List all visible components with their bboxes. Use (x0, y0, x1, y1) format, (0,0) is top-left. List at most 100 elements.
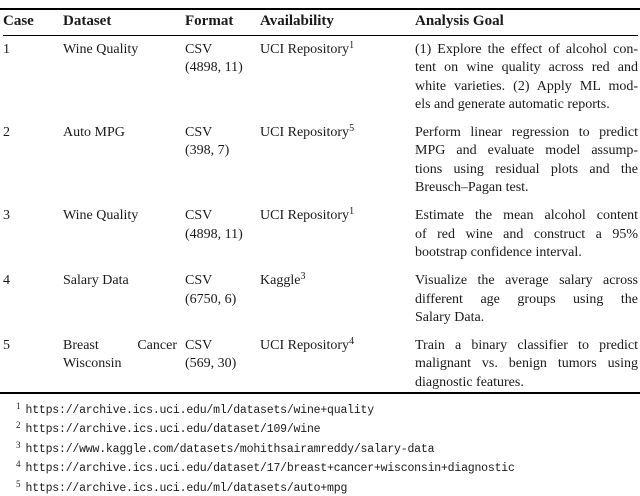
footnote-marker: 4 (349, 336, 355, 348)
cell-line: Wine Quality (63, 42, 139, 57)
dataset-cell: Wine Quality (63, 41, 185, 114)
availability-cell: UCI Repository1 (260, 41, 415, 114)
cell-line: Breast Cancer (63, 338, 177, 354)
case-cell: 1 (3, 42, 10, 57)
availability-cell: UCI Repository1 (260, 207, 415, 262)
table-row: 3 Wine Quality CSV (4898, 11) UCI Repository… (3, 207, 638, 272)
footnote-marker: 1 (349, 206, 355, 218)
footnote-url: https://www.kaggle.com/datasets/mohithsa… (25, 442, 435, 456)
footnote-number: 2 (16, 420, 21, 431)
footnote-url: https://archive.ics.uci.edu/dataset/17/b… (25, 462, 515, 476)
footnote: 3 https://www.kaggle.com/datasets/mohiths… (16, 438, 640, 457)
availability-cell: UCI Repository5 (260, 124, 415, 197)
footnote-number: 3 (16, 439, 21, 450)
availability-text: UCI Repository5 (260, 124, 415, 142)
cell-line: CSV (185, 42, 213, 57)
cell-line: Salary Data (63, 273, 129, 289)
availability-source: Kaggle (260, 273, 301, 289)
cell-line: tent on wine quality across red and (415, 60, 638, 76)
cell-line: Auto MPG (63, 125, 125, 141)
cell-line: Estimate the mean alcohol content (415, 208, 638, 224)
footnote: 1 https://archive.ics.uci.edu/ml/datasets… (16, 399, 640, 418)
cell-line: CSV (185, 338, 213, 354)
column-header-case: Case (3, 13, 34, 29)
cell-line: Wisconsin (63, 356, 122, 372)
column-header-availability: Availability (260, 13, 334, 29)
analysis-goal-cell: (1) Explore the effect of alcohol con-te… (415, 41, 638, 114)
footnote-marker: 3 (300, 271, 306, 283)
case-cell: 5 (3, 338, 10, 354)
analysis-goal-cell: Perform linear regression to predict MPG … (415, 124, 638, 197)
footnote-marker: 5 (349, 123, 355, 135)
table-row: 2 Auto MPG CSV (398, 7) UCI Repository5 Perfo… (3, 124, 638, 207)
availability-source: UCI Repository (260, 42, 350, 57)
cell-line: (569, 30) (185, 356, 237, 372)
footnote-number: 4 (16, 459, 21, 470)
availability-source: UCI Repository (260, 338, 350, 354)
footnote: 2 https://archive.ics.uci.edu/dataset/109… (16, 418, 640, 437)
footnote: 4 https://archive.ics.uci.edu/dataset/17/… (16, 457, 640, 476)
availability-cell: UCI Repository4 (260, 337, 415, 392)
cell-line: bootstrap confidence interval. (415, 244, 582, 260)
format-cell: CSV (6750, 6) (185, 272, 260, 327)
format-cell: CSV (569, 30) (185, 337, 260, 392)
cell-line: CSV (185, 125, 213, 141)
dataset-cell: Breast Cancer Wisconsin (63, 337, 185, 392)
cell-line: white varieties. (2) Apply ML mod- (415, 78, 638, 94)
cell-line: diagnostic features. (415, 374, 524, 390)
format-cell: CSV (4898, 11) (185, 207, 260, 262)
table-footnotes: 1 https://archive.ics.uci.edu/ml/datasets… (0, 394, 640, 496)
availability-text: UCI Repository1 (260, 207, 415, 225)
cell-line: els and generate automatic reports. (415, 96, 610, 112)
availability-source: UCI Repository (260, 125, 350, 141)
analysis-goal-cell: Visualize the average salary across diffe… (415, 272, 638, 327)
case-cell: 3 (3, 208, 10, 224)
column-header-dataset: Dataset (63, 13, 112, 29)
table-body: 1 Wine Quality CSV (4898, 11) UCI Repository… (3, 36, 638, 392)
datasets-table: Case Dataset Format Availability Analysis Go… (0, 8, 640, 395)
cell-line: tions using residual plots and the (415, 161, 638, 177)
cell-line: (4898, 11) (185, 60, 243, 76)
availability-source: UCI Repository (260, 208, 350, 224)
dataset-cell: Salary Data (63, 272, 185, 327)
dataset-cell: Auto MPG (63, 124, 185, 197)
availability-cell: Kaggle3 (260, 272, 415, 327)
cell-line: (398, 7) (185, 143, 230, 159)
footnote-number: 1 (16, 401, 21, 412)
footnote-url: https://archive.ics.uci.edu/ml/datasets/… (25, 481, 348, 495)
cell-line: Perform linear regression to predict (415, 125, 638, 141)
case-cell: 4 (3, 273, 10, 289)
format-cell: CSV (398, 7) (185, 124, 260, 197)
table-header-row: Case Dataset Format Availability Analysis Go… (3, 10, 638, 36)
dataset-cell: Wine Quality (63, 207, 185, 262)
cell-line: Breusch–Pagan test. (415, 180, 529, 196)
cell-line: (1) Explore the effect of alcohol con- (415, 42, 638, 57)
cell-line: CSV (185, 273, 213, 289)
format-cell: CSV (4898, 11) (185, 41, 260, 114)
footnote-url: https://archive.ics.uci.edu/ml/datasets/… (25, 404, 375, 418)
column-header-format: Format (185, 13, 234, 29)
availability-text: UCI Repository1 (260, 41, 415, 59)
cell-line: Salary Data. (415, 309, 485, 325)
cell-line: Wine Quality (63, 208, 139, 224)
cell-line: Train a binary classifier to predict (415, 338, 638, 354)
table-row: 1 Wine Quality CSV (4898, 11) UCI Repository… (3, 41, 638, 124)
cell-line: malignant vs. benign tumors using (415, 356, 638, 372)
column-header-analysis-goal: Analysis Goal (415, 13, 504, 29)
analysis-goal-cell: Train a binary classifier to predict mali… (415, 337, 638, 392)
footnote-marker: 1 (349, 40, 355, 51)
footnote-url: https://archive.ics.uci.edu/dataset/109/… (25, 423, 321, 437)
cell-line: CSV (185, 208, 213, 224)
footnote: 5 https://archive.ics.uci.edu/ml/datasets… (16, 477, 640, 496)
table-row: 5 Breast Cancer Wisconsin CSV (569, 30) UCI R… (3, 337, 638, 392)
availability-text: Kaggle3 (260, 272, 415, 290)
cell-line: (4898, 11) (185, 226, 243, 242)
cell-line: Visualize the average salary across (415, 273, 638, 289)
analysis-goal-cell: Estimate the mean alcohol content of red … (415, 207, 638, 262)
cell-line: (6750, 6) (185, 291, 237, 307)
cell-line: MPG and evaluate model assump- (415, 143, 638, 159)
cell-line: of red wine and construct a 95% (415, 226, 638, 242)
availability-text: UCI Repository4 (260, 337, 415, 355)
footnote-number: 5 (16, 478, 21, 489)
case-cell: 2 (3, 125, 10, 141)
